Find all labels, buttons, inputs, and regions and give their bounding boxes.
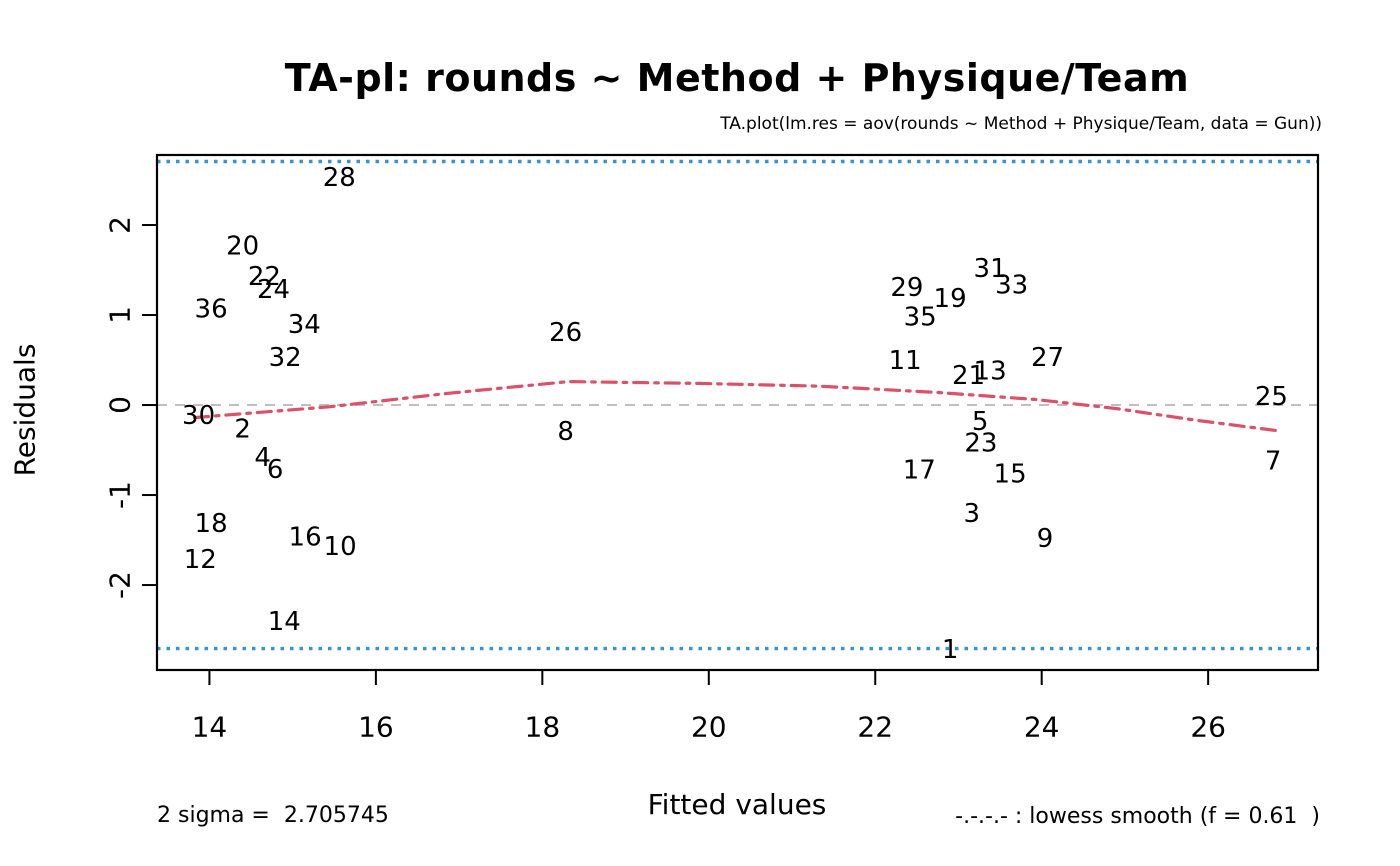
plot-title: TA-pl: rounds ~ Method + Physique/Team — [284, 56, 1190, 100]
x-tick-label: 24 — [1024, 711, 1060, 744]
x-tick-label: 26 — [1190, 711, 1226, 744]
point-label-24: 24 — [257, 275, 290, 305]
point-label-18: 18 — [195, 509, 228, 539]
point-label-3: 3 — [964, 499, 981, 529]
point-label-27: 27 — [1031, 343, 1064, 373]
point-label-32: 32 — [269, 343, 302, 373]
y-tick-label: -1 — [104, 481, 137, 509]
point-label-12: 12 — [184, 545, 217, 575]
lowess-legend-annotation: -.-.-.- : lowess smooth (f = 0.61 ) — [955, 804, 1320, 829]
y-tick-label: -2 — [104, 571, 137, 599]
point-label-29: 29 — [890, 273, 923, 303]
plot-subtitle: TA.plot(lm.res = aov(rounds ~ Method + P… — [720, 114, 1322, 134]
x-tick-label: 18 — [525, 711, 561, 744]
point-label-9: 9 — [1037, 524, 1054, 554]
point-label-25: 25 — [1255, 382, 1288, 412]
point-label-35: 35 — [904, 303, 937, 333]
point-label-30: 30 — [182, 401, 215, 431]
point-label-20: 20 — [226, 232, 259, 262]
point-label-16: 16 — [289, 522, 322, 552]
point-label-33: 33 — [995, 270, 1028, 300]
y-tick-label: 1 — [104, 306, 137, 324]
point-label-11: 11 — [889, 346, 922, 376]
point-label-13: 13 — [974, 357, 1007, 387]
point-label-15: 15 — [994, 459, 1027, 489]
two-sigma-annotation: 2 sigma = 2.705745 — [157, 803, 389, 828]
point-label-31: 31 — [974, 254, 1007, 284]
lowess-smooth-curve — [192, 379, 1283, 433]
point-label-5: 5 — [972, 407, 989, 437]
point-label-34: 34 — [288, 310, 321, 340]
x-tick-label: 22 — [857, 711, 893, 744]
x-tick-label: 16 — [358, 711, 394, 744]
y-tick-label: 0 — [104, 396, 137, 414]
point-label-10: 10 — [324, 532, 357, 562]
point-label-1: 1 — [942, 635, 959, 665]
point-label-26: 26 — [549, 318, 582, 348]
point-label-8: 8 — [557, 417, 574, 447]
point-label-23: 23 — [964, 429, 997, 459]
point-label-4: 4 — [254, 443, 271, 473]
point-label-17: 17 — [903, 456, 936, 486]
x-tick-label: 14 — [192, 711, 228, 744]
x-axis-title: Fitted values — [647, 788, 827, 821]
point-label-28: 28 — [323, 163, 356, 193]
point-label-36: 36 — [195, 295, 228, 325]
point-label-2: 2 — [234, 414, 251, 444]
y-axis-title: Residuals — [8, 343, 42, 477]
point-label-14: 14 — [268, 607, 301, 637]
plot-frame — [155, 153, 1320, 672]
x-tick-label: 20 — [691, 711, 727, 744]
point-label-22: 22 — [248, 262, 281, 292]
y-tick-label: 2 — [104, 216, 137, 234]
point-label-19: 19 — [934, 284, 967, 314]
point-label-6: 6 — [267, 455, 284, 485]
point-label-21: 21 — [952, 361, 985, 391]
point-label-7: 7 — [1265, 447, 1282, 477]
